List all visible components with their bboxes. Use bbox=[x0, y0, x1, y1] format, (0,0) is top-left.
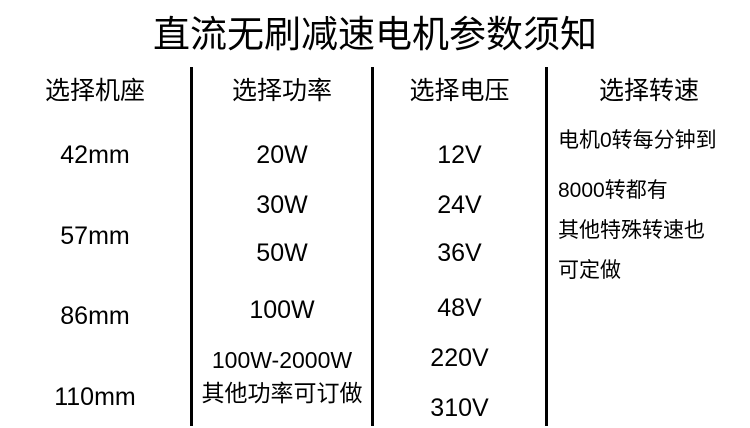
cell-voltage-3: 36V bbox=[437, 239, 482, 267]
cell-voltage-6: 310V bbox=[430, 394, 489, 422]
column-header-frame-size: 选择机座 bbox=[44, 77, 145, 105]
column-divider-2 bbox=[371, 67, 374, 426]
column-header-voltage: 选择电压 bbox=[409, 77, 510, 105]
column-header-power: 选择功率 bbox=[231, 77, 332, 105]
column-divider-3 bbox=[545, 67, 548, 426]
column-power: 选择功率 20W 30W 50W 100W 100W-2000W 其他功率可订做 bbox=[193, 0, 371, 428]
column-speed: 选择转速 电机0转每分钟到 8000转都有 其他特殊转速也 可定做 bbox=[548, 0, 750, 428]
speed-note-line-3: 其他特殊转速也 bbox=[558, 219, 705, 242]
cell-voltage-4: 48V bbox=[437, 294, 482, 322]
cell-voltage-2: 24V bbox=[437, 191, 482, 219]
cell-power-4: 100W bbox=[249, 296, 315, 324]
cell-frame-size-3: 86mm bbox=[60, 302, 130, 330]
speed-note-line-2: 8000转都有 bbox=[558, 179, 668, 202]
column-divider-1 bbox=[190, 67, 193, 426]
cell-power-2: 30W bbox=[256, 191, 308, 219]
column-frame-size: 选择机座 42mm 57mm 86mm 110mm bbox=[0, 0, 190, 428]
cell-power-custom-note: 其他功率可订做 bbox=[201, 380, 363, 406]
column-header-speed: 选择转速 bbox=[598, 77, 699, 105]
page-title: 直流无刷减速电机参数须知 bbox=[153, 14, 597, 55]
cell-power-1: 20W bbox=[256, 141, 308, 169]
cell-frame-size-4: 110mm bbox=[54, 383, 136, 411]
cell-frame-size-1: 42mm bbox=[60, 141, 130, 169]
speed-note-line-4: 可定做 bbox=[558, 259, 621, 282]
cell-voltage-1: 12V bbox=[437, 141, 482, 169]
speed-note-line-1: 电机0转每分钟到 bbox=[558, 129, 717, 152]
column-voltage: 选择电压 12V 24V 36V 48V 220V 310V bbox=[374, 0, 545, 428]
cell-voltage-5: 220V bbox=[430, 344, 489, 372]
cell-power-3: 50W bbox=[256, 239, 308, 267]
cell-frame-size-2: 57mm bbox=[60, 222, 130, 250]
cell-power-range: 100W-2000W bbox=[211, 347, 353, 373]
